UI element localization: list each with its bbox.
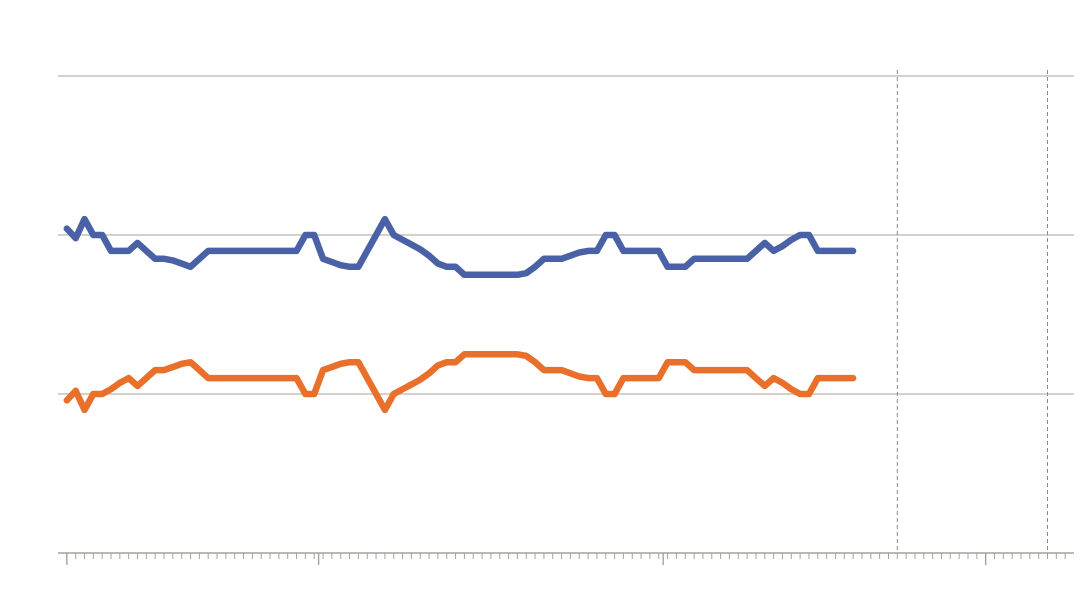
series-lines bbox=[63, 215, 857, 414]
x-axis bbox=[58, 552, 1074, 565]
vertical-markers bbox=[896, 70, 1048, 553]
grid-lines bbox=[58, 75, 1074, 395]
series-line-1 bbox=[63, 215, 857, 279]
series-line-2 bbox=[63, 351, 857, 414]
